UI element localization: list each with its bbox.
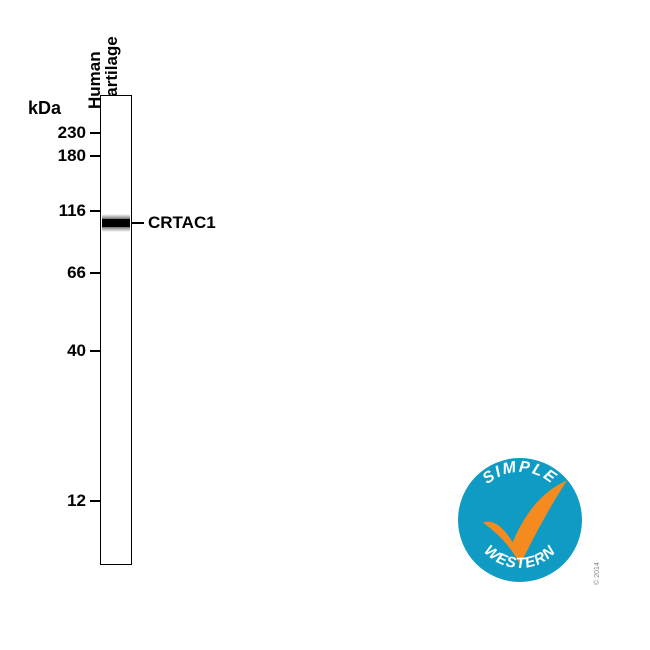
- ladder-tick: [90, 272, 100, 274]
- ladder-tick: [90, 350, 100, 352]
- band-annotation-label: CRTAC1: [148, 213, 216, 233]
- unit-label: kDa: [28, 98, 61, 119]
- ladder-tick: [90, 132, 100, 134]
- simple-western-badge: SIMPLE WESTERN: [458, 458, 582, 582]
- ladder-label: 12: [42, 491, 86, 511]
- ladder-label: 180: [42, 146, 86, 166]
- ladder-tick: [90, 500, 100, 502]
- ladder-label: 66: [42, 263, 86, 283]
- ladder-label: 116: [42, 201, 86, 221]
- ladder-label: 230: [42, 123, 86, 143]
- badge-text-svg: SIMPLE WESTERN: [458, 458, 582, 582]
- band-annotation-tick: [132, 222, 144, 224]
- blot-lane: [100, 95, 132, 565]
- copyright-text: © 2014: [594, 562, 601, 585]
- ladder-tick: [90, 210, 100, 212]
- western-blot-figure: kDa Human Cartilage 230180116664012 CRTA…: [60, 20, 260, 580]
- badge-text-top: SIMPLE: [480, 459, 561, 488]
- badge-text-bottom: WESTERN: [481, 542, 560, 572]
- ladder-tick: [90, 155, 100, 157]
- ladder-label: 40: [42, 341, 86, 361]
- protein-band: [102, 219, 130, 227]
